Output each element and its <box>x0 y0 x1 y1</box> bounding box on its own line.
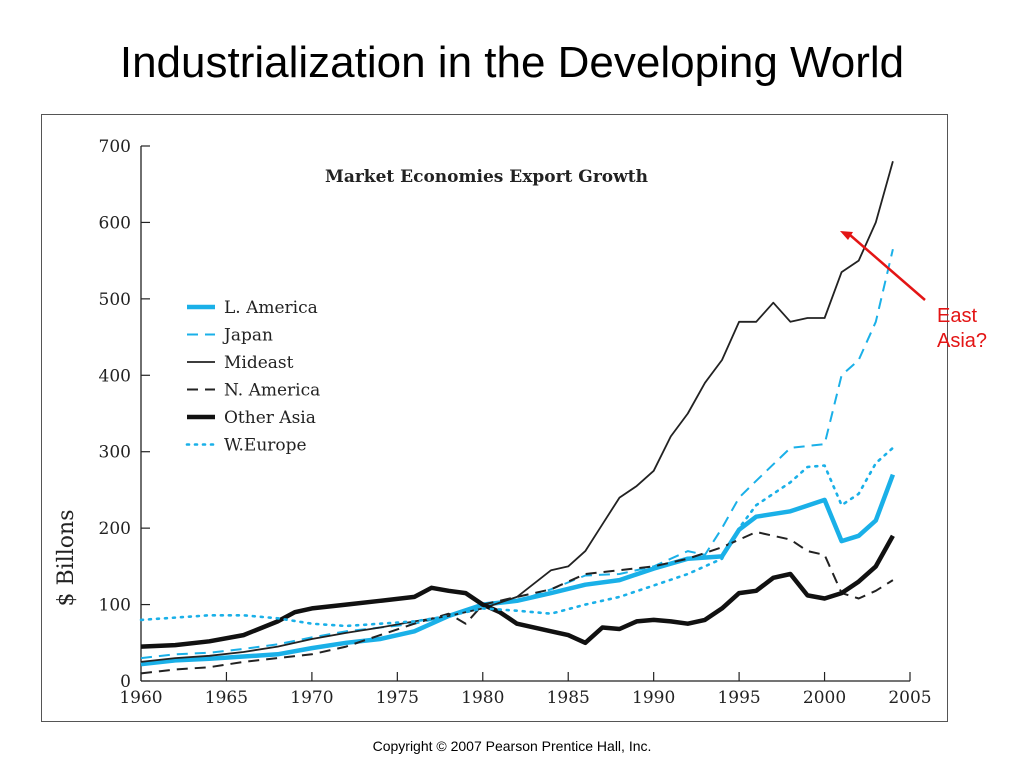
slide-title: Industrialization in the Developing Worl… <box>119 38 905 87</box>
series-line-other-asia <box>140 534 895 649</box>
series-line-l-america <box>140 473 896 667</box>
annotation-line-2: Asia? <box>937 330 988 352</box>
legend-label-l-america: L. America <box>224 298 318 318</box>
y-tick-label: 200 <box>99 519 131 539</box>
y-axis-label: $ Billons <box>54 510 79 607</box>
copyright-notice: Copyright © 2007 Pearson Prentice Hall, … <box>372 738 652 754</box>
series-line-w-europe <box>139 446 895 628</box>
x-tick-label: 1965 <box>205 688 248 708</box>
x-tick-label: 1975 <box>376 688 419 708</box>
y-tick-label: 700 <box>99 137 131 157</box>
x-tick-label: 1985 <box>547 688 590 708</box>
east-asia-annotation: East Asia? <box>937 304 987 354</box>
x-tick-label: 1990 <box>632 688 675 708</box>
legend-label-other-asia: Other Asia <box>224 408 316 428</box>
chart-legend: L. America Japan Mideast N. America Other As… <box>185 298 320 456</box>
chart-frame: 0 100 200 300 400 500 600 700 1960 1965 1970 1975 19… <box>41 114 948 722</box>
y-tick-label: 0 <box>120 672 131 692</box>
series-line-mideast <box>140 161 894 663</box>
annotation-arrowhead <box>840 231 853 240</box>
series-line-japan <box>140 248 894 660</box>
export-growth-chart: 0 100 200 300 400 500 600 700 1960 1965 1970 1975 19… <box>54 137 932 708</box>
legend-label-mideast: Mideast <box>224 353 294 373</box>
legend-label-n-america: N. America <box>224 381 320 401</box>
legend-label-japan: Japan <box>222 326 273 346</box>
series-line-n-america <box>140 531 894 675</box>
annotation-arrow <box>849 234 926 301</box>
chart-axes: 0 100 200 300 400 500 600 700 1960 1965 1970 1975 19… <box>99 137 932 708</box>
x-tick-label: 2000 <box>803 688 846 708</box>
chart-series <box>139 161 896 675</box>
y-tick-label: 100 <box>99 596 131 616</box>
y-tick-label: 300 <box>99 443 131 463</box>
y-tick-label: 400 <box>99 366 131 386</box>
y-tick-label: 600 <box>99 213 131 233</box>
y-tick-label: 500 <box>99 290 131 310</box>
legend-label-w-europe: W.Europe <box>224 436 307 456</box>
x-tick-label: 2005 <box>888 688 931 708</box>
chart-title: Market Economies Export Growth <box>325 167 648 187</box>
x-tick-label: 1960 <box>119 688 162 708</box>
x-tick-label: 1980 <box>461 688 504 708</box>
annotation-line-1: East <box>937 305 978 327</box>
x-tick-label: 1995 <box>717 688 760 708</box>
x-tick-label: 1970 <box>290 688 333 708</box>
